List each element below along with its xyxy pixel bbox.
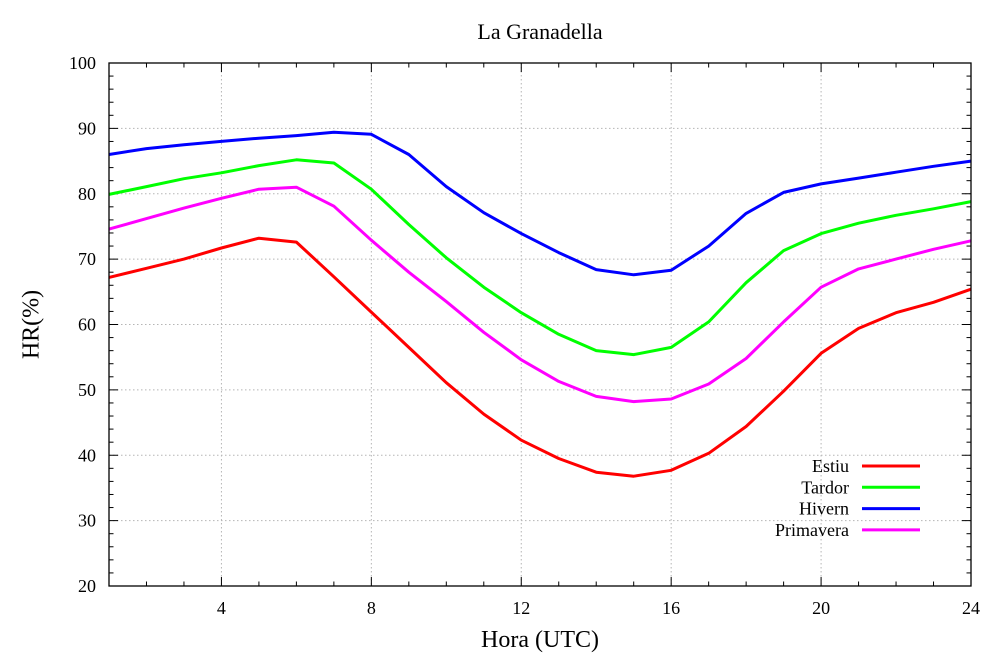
axis-ticks	[108, 62, 972, 587]
y-tick-label: 50	[78, 380, 96, 400]
y-tick-label: 70	[78, 249, 96, 269]
x-tick-label: 24	[962, 598, 980, 618]
x-tick-label: 8	[367, 598, 376, 618]
y-tick-label: 60	[78, 315, 96, 335]
y-axis-label: HR(%)	[18, 290, 44, 359]
y-tick-label: 100	[69, 53, 96, 73]
x-tick-label: 16	[662, 598, 680, 618]
y-tick-label: 80	[78, 184, 96, 204]
y-tick-label: 30	[78, 511, 96, 531]
x-tick-label: 4	[217, 598, 226, 618]
series-line-tardor	[108, 158, 972, 357]
legend-label: Estiu	[812, 456, 849, 476]
series-line-estiu	[108, 236, 972, 478]
grid	[109, 63, 971, 586]
y-tick-label: 20	[78, 576, 96, 596]
series-lines	[108, 130, 972, 478]
plot-frame	[108, 62, 972, 587]
series-line-primavera	[108, 185, 972, 404]
chart-title: La Granadella	[477, 19, 602, 44]
legend-label: Tardor	[801, 477, 849, 497]
y-tick-label: 90	[78, 118, 96, 138]
x-tick-label: 20	[812, 598, 830, 618]
x-axis-label: Hora (UTC)	[481, 627, 599, 653]
tick-labels: 4 8 12 16 20 24 20 30 40 50 60 70 80 90 100	[69, 53, 980, 618]
legend-label: Hivern	[799, 499, 849, 519]
legend-label: Primavera	[775, 520, 849, 540]
y-tick-label: 40	[78, 445, 96, 465]
series-line-hivern	[108, 130, 972, 277]
x-tick-label: 12	[512, 598, 530, 618]
